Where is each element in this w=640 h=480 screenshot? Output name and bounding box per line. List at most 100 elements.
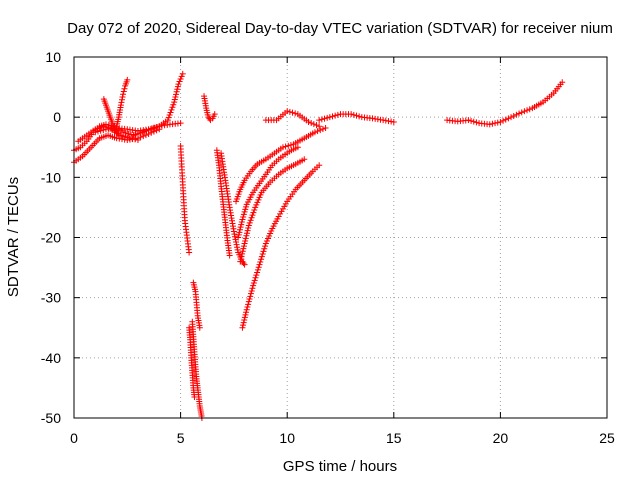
- data-point: [166, 112, 173, 119]
- data-point: [237, 255, 244, 262]
- data-point: [508, 114, 515, 121]
- data-point: [261, 245, 268, 252]
- data-point: [256, 194, 263, 201]
- data-point: [316, 162, 323, 169]
- data-point: [242, 235, 249, 242]
- data-point: [238, 219, 245, 226]
- data-point: [254, 199, 261, 206]
- data-point: [235, 234, 242, 241]
- series-spike-c: [130, 70, 186, 139]
- data-point: [124, 76, 131, 83]
- data-point: [172, 93, 179, 100]
- data-point: [246, 219, 253, 226]
- axis-ticks: 0 5 10 15 20 25 10 0 -10 -20 -30 -40 -50: [41, 49, 615, 446]
- data-point: [246, 296, 253, 303]
- data-point: [171, 99, 178, 106]
- chart-title: Day 072 of 2020, Sidereal Day-to-day VTE…: [67, 20, 613, 37]
- data-point: [100, 126, 107, 133]
- data-point: [251, 206, 258, 213]
- data-point: [235, 231, 242, 238]
- series-flat-1: [262, 108, 323, 130]
- series-rise-1: [233, 124, 329, 205]
- data-point: [226, 252, 233, 259]
- data-point: [120, 88, 127, 95]
- series-mid-cluster: [190, 279, 203, 331]
- data-point: [241, 317, 248, 324]
- data-point: [256, 261, 263, 268]
- data-point: [191, 393, 198, 400]
- data-point: [282, 200, 289, 207]
- data-point: [505, 115, 512, 122]
- series-spike-a: [100, 96, 122, 139]
- data-point: [142, 132, 149, 139]
- data-point: [294, 144, 301, 151]
- data-point: [284, 108, 291, 115]
- data-point: [231, 233, 238, 240]
- data-point: [117, 102, 124, 109]
- series-drop-1: [213, 147, 233, 259]
- data-point: [234, 246, 241, 253]
- data-point: [137, 134, 144, 141]
- x-tick-label: 25: [599, 430, 615, 446]
- data-point: [524, 107, 531, 114]
- data-point: [247, 290, 254, 297]
- data-point: [140, 133, 147, 140]
- data-point: [253, 201, 260, 208]
- data-point: [314, 128, 321, 135]
- data-point: [500, 117, 507, 124]
- data-point: [173, 88, 180, 95]
- data-point: [281, 203, 288, 210]
- data-point: [241, 208, 248, 215]
- data-point: [177, 120, 184, 127]
- data-point: [489, 120, 496, 127]
- data-point: [178, 73, 185, 80]
- data-point: [494, 119, 501, 126]
- data-point: [230, 228, 237, 235]
- data-point: [258, 256, 265, 263]
- data-point: [238, 253, 245, 260]
- data-point: [313, 122, 320, 129]
- data-point: [279, 144, 286, 151]
- data-point: [260, 248, 267, 255]
- data-point: [165, 114, 172, 121]
- data-point: [257, 191, 264, 198]
- y-tick-label: -50: [41, 410, 61, 426]
- data-point: [492, 120, 499, 127]
- data-point: [250, 280, 257, 287]
- data-point: [250, 209, 257, 216]
- data-point: [242, 203, 249, 210]
- data-point: [305, 118, 312, 125]
- data-point: [245, 298, 252, 305]
- data-point: [324, 114, 331, 121]
- series-spike-b: [111, 76, 131, 136]
- y-tick-label: -20: [41, 230, 61, 246]
- data-point: [121, 85, 128, 92]
- data-point: [164, 117, 171, 124]
- data-point: [245, 301, 252, 308]
- data-point: [120, 91, 127, 98]
- data-points: [71, 70, 566, 421]
- data-point: [317, 127, 324, 134]
- data-point: [248, 214, 255, 221]
- data-point: [252, 274, 259, 281]
- data-point: [316, 117, 323, 124]
- data-point: [285, 142, 292, 149]
- data-point: [245, 222, 252, 229]
- data-point: [170, 101, 177, 108]
- data-point: [240, 211, 247, 218]
- data-point: [329, 113, 336, 120]
- data-point: [233, 241, 240, 248]
- data-point: [239, 248, 246, 255]
- data-point: [118, 99, 125, 106]
- data-point: [119, 94, 126, 101]
- data-point: [251, 277, 258, 284]
- data-point: [310, 121, 317, 128]
- data-point: [126, 135, 133, 142]
- data-point: [237, 224, 244, 231]
- data-point: [262, 240, 269, 247]
- data-point: [179, 70, 186, 77]
- data-point: [255, 196, 262, 203]
- y-tick-label: 0: [53, 109, 61, 125]
- data-point: [175, 81, 182, 88]
